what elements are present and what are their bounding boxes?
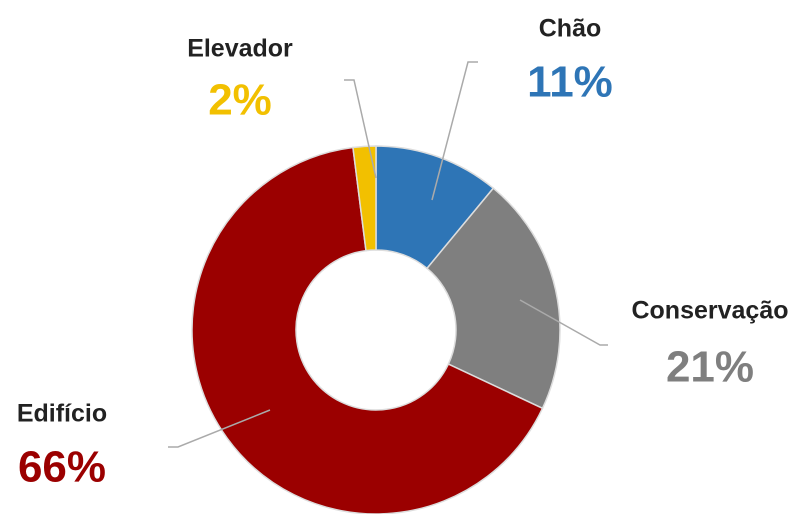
slice-value-label: 2% [208, 76, 272, 125]
slice-name: Elevador [187, 35, 293, 63]
donut-slice [425, 187, 561, 410]
slice-value-label: 21% [666, 343, 754, 392]
leader-line [431, 61, 478, 201]
slice-name: Conservação [631, 297, 788, 325]
donut-slice [352, 145, 377, 252]
slice-value-label: 11% [527, 58, 613, 107]
slice-value-label: 66% [18, 443, 106, 492]
slice-name: Edifício [17, 400, 107, 428]
slice-name: Chão [539, 15, 602, 43]
leader-line [344, 79, 377, 179]
leader-line [168, 409, 271, 448]
leader-line [519, 299, 608, 346]
